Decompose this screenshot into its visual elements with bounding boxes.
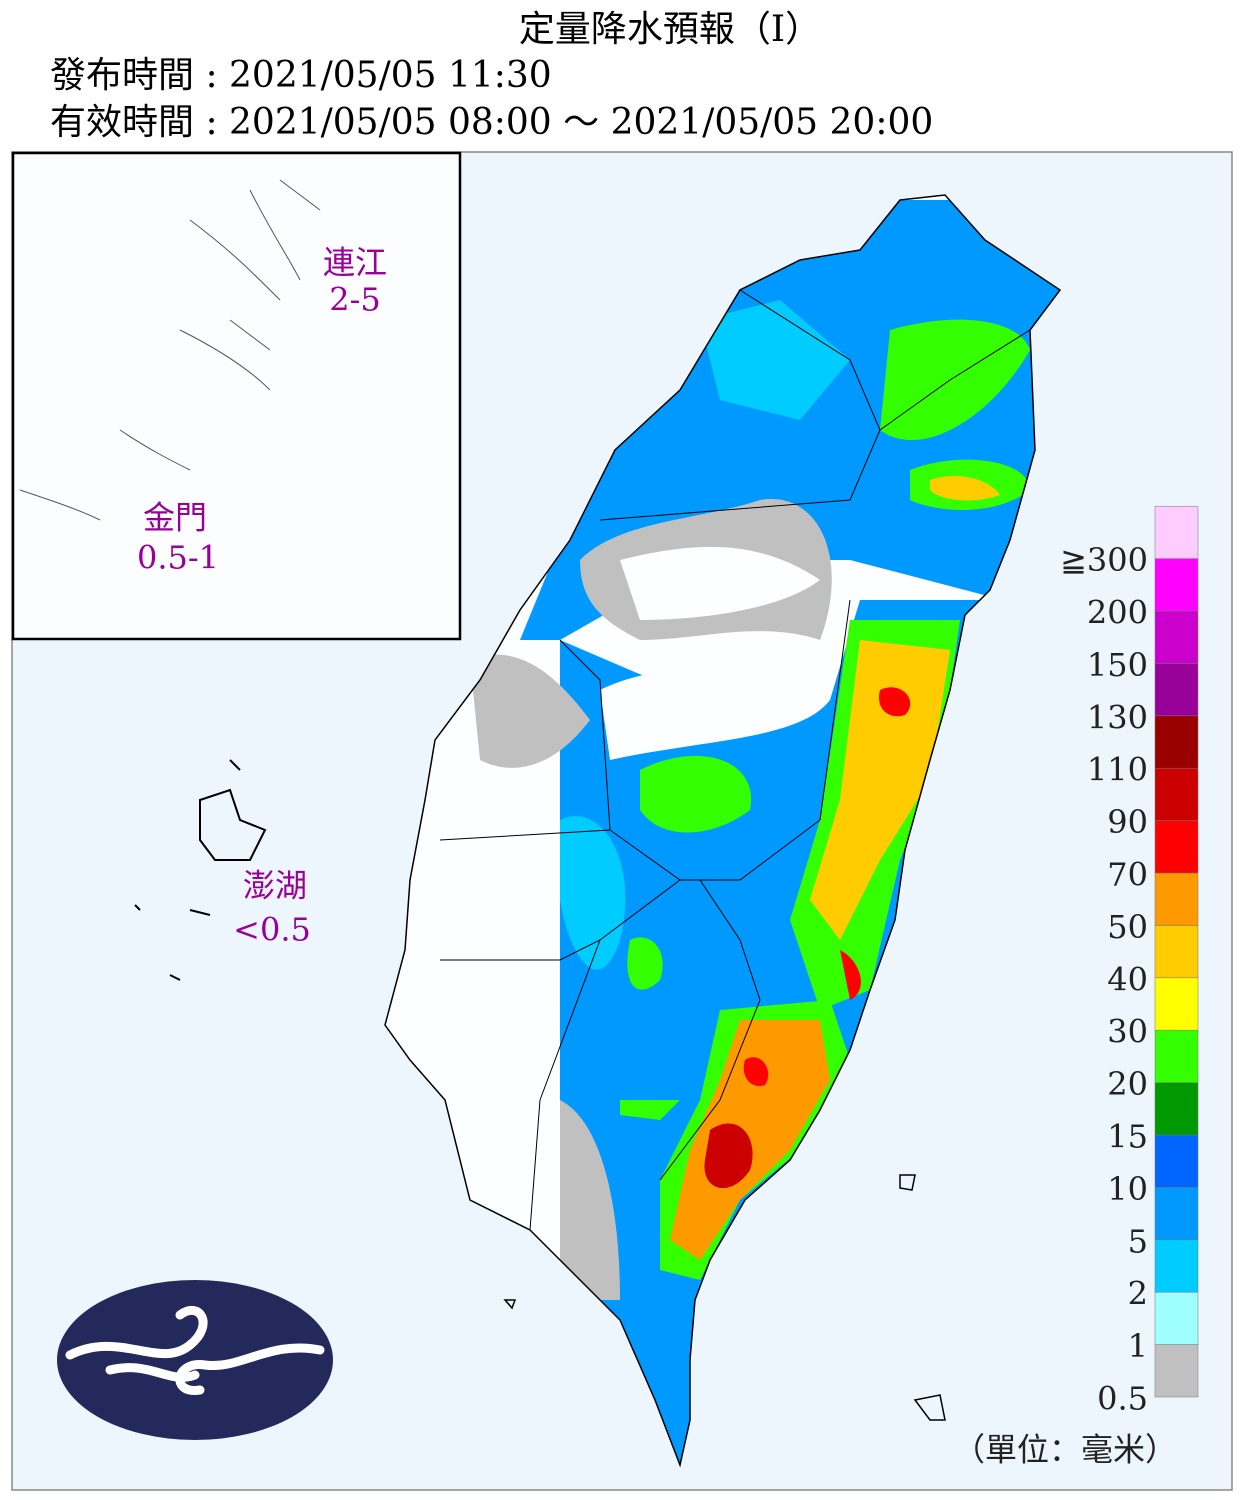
inset-box [11, 151, 462, 641]
legend-swatch [1154, 925, 1199, 979]
legend-label: 20 [1107, 1065, 1148, 1103]
penghu-name: 澎湖 [243, 867, 307, 905]
legend-label: 1 [1128, 1327, 1148, 1365]
coastline [19, 179, 321, 521]
legend-label: 0.5 [1097, 1380, 1148, 1418]
legend-swatch [1154, 872, 1199, 926]
small-islands [503, 1174, 946, 1421]
legend-swatch [1154, 1239, 1199, 1293]
penghu-range: <0.5 [233, 911, 311, 949]
legend-swatch [1154, 505, 1199, 559]
issue-time: 發布時間 : 2021/05/05 11:30 [50, 55, 552, 96]
legend-swatch [1154, 1029, 1199, 1083]
legend-label: 5 [1128, 1222, 1148, 1260]
legend-label: 70 [1107, 856, 1148, 894]
matsu-range: 2-5 [329, 281, 381, 319]
legend-swatch [1154, 715, 1199, 769]
legend-label: 40 [1107, 960, 1148, 998]
legend-label: 150 [1087, 646, 1148, 684]
county-borders [439, 289, 1031, 1231]
legend-swatch [1154, 1134, 1199, 1188]
unit-label: （單位：毫米） [953, 1431, 1177, 1469]
legend-label: 200 [1087, 594, 1148, 632]
legend: 0.5 1 2 5 10 15 20 30 40 50 70 90 110 130 150 200 ≧300 [1060, 505, 1199, 1418]
legend-swatch [1154, 767, 1199, 821]
legend-label: 90 [1107, 803, 1148, 841]
title: 定量降水預報（Ⅰ） [519, 9, 821, 50]
legend-swatch [1154, 977, 1199, 1031]
legend-label: 50 [1107, 908, 1148, 946]
legend-swatch [1154, 558, 1199, 612]
legend-swatch [1154, 610, 1199, 664]
kinmen-range: 0.5-1 [137, 539, 219, 577]
legend-swatch [1154, 1082, 1199, 1136]
legend-swatch [1154, 663, 1199, 717]
penghu-islands [134, 759, 267, 981]
legend-label: 10 [1107, 1170, 1148, 1208]
island-outline [384, 194, 1062, 1468]
valid-time: 有效時間 : 2021/05/05 08:00 ～ 2021/05/05 20:… [50, 102, 933, 143]
legend-label: 15 [1107, 1118, 1148, 1156]
legend-swatch [1154, 1344, 1199, 1398]
legend-swatch [1154, 820, 1199, 874]
legend-label: 110 [1087, 751, 1148, 789]
legend-label: ≧300 [1060, 541, 1148, 579]
legend-swatch [1154, 1291, 1199, 1345]
cwb-logo [57, 1280, 333, 1440]
kinmen-name: 金門 [143, 499, 207, 537]
legend-label: 2 [1128, 1275, 1148, 1313]
legend-swatch [1154, 1187, 1199, 1241]
matsu-name: 連江 [323, 244, 387, 282]
legend-label: 130 [1087, 698, 1148, 736]
legend-label: 30 [1107, 1013, 1148, 1051]
